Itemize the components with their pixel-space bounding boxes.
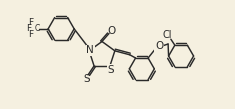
Text: O: O — [108, 26, 116, 36]
Text: F: F — [29, 30, 34, 39]
Text: O: O — [155, 41, 163, 51]
Text: C: C — [35, 24, 40, 33]
Text: S: S — [108, 65, 114, 75]
Text: Cl: Cl — [162, 30, 172, 40]
Text: F: F — [29, 18, 34, 27]
Text: F: F — [27, 24, 32, 33]
Text: N: N — [86, 45, 94, 55]
Text: S: S — [84, 74, 90, 84]
